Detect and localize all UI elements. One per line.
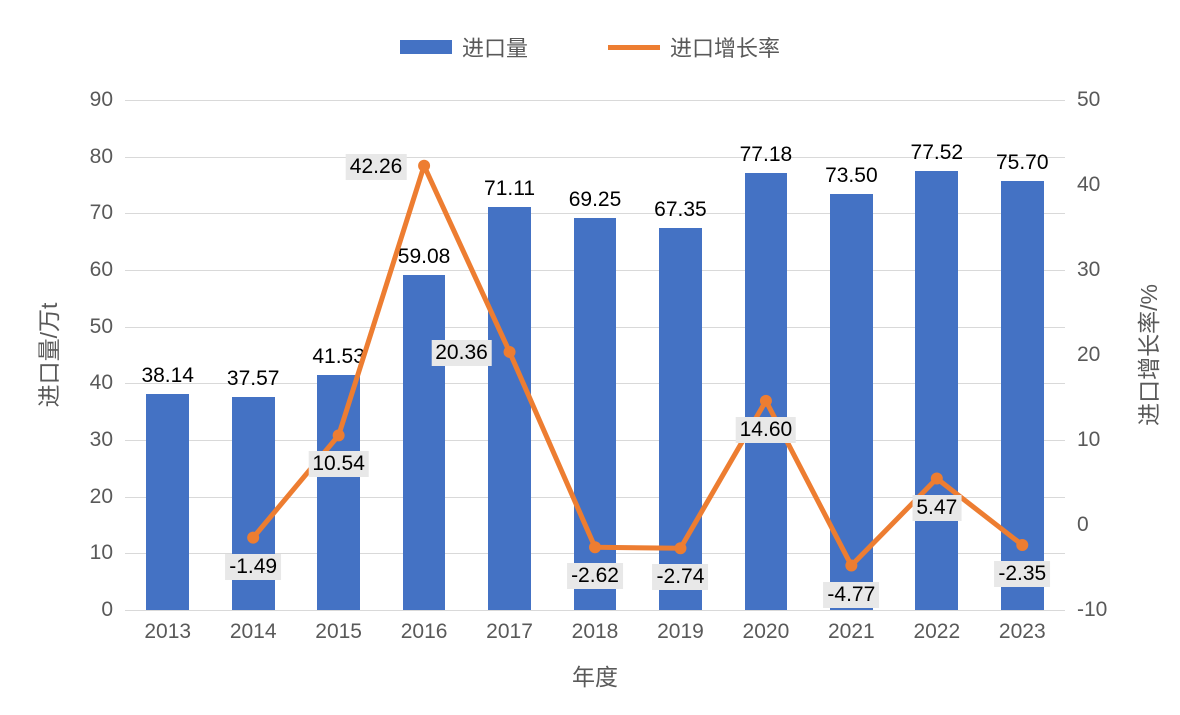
legend-item-line: 进口增长率 bbox=[608, 31, 780, 63]
y-right-tick: 10 bbox=[1065, 428, 1100, 452]
y-right-tick: -10 bbox=[1065, 598, 1107, 622]
line-value-label: -4.77 bbox=[823, 582, 879, 608]
y-axis-left-label: 进口量/万t bbox=[30, 303, 64, 408]
line-marker bbox=[247, 532, 259, 544]
x-tick: 2019 bbox=[657, 620, 704, 644]
line-value-label: -2.62 bbox=[567, 563, 623, 589]
y-left-tick: 40 bbox=[90, 371, 125, 395]
x-tick: 2023 bbox=[999, 620, 1046, 644]
x-axis-label: 年度 bbox=[572, 658, 618, 692]
line-marker bbox=[418, 160, 430, 172]
legend-line-label: 进口增长率 bbox=[670, 31, 780, 63]
y-right-tick: 40 bbox=[1065, 173, 1100, 197]
y-left-tick: 0 bbox=[101, 598, 125, 622]
y-left-tick: 90 bbox=[90, 88, 125, 112]
line-value-label: 5.47 bbox=[912, 495, 961, 521]
y-right-tick: 0 bbox=[1065, 513, 1089, 537]
x-tick: 2015 bbox=[315, 620, 362, 644]
legend-line-swatch bbox=[608, 45, 660, 50]
y-left-tick: 60 bbox=[90, 258, 125, 282]
y-right-tick: 20 bbox=[1065, 343, 1100, 367]
y-left-tick: 30 bbox=[90, 428, 125, 452]
y-right-tick: 50 bbox=[1065, 88, 1100, 112]
x-tick: 2013 bbox=[144, 620, 191, 644]
line-marker bbox=[589, 541, 601, 553]
y-left-tick: 50 bbox=[90, 315, 125, 339]
legend-bar-swatch bbox=[400, 40, 452, 54]
x-tick: 2020 bbox=[743, 620, 790, 644]
x-tick: 2018 bbox=[572, 620, 619, 644]
gridline bbox=[125, 610, 1065, 611]
line-value-label: -2.35 bbox=[994, 561, 1050, 587]
line-value-label: -1.49 bbox=[225, 554, 281, 580]
y-left-tick: 80 bbox=[90, 145, 125, 169]
line-value-label: 14.60 bbox=[736, 417, 797, 443]
y-left-tick: 10 bbox=[90, 541, 125, 565]
chart-container: 进口量 进口增长率 0102030405060708090-1001020304… bbox=[0, 0, 1180, 715]
y-axis-right-label: 进口增长率/% bbox=[1130, 284, 1164, 426]
line-marker bbox=[845, 560, 857, 572]
x-tick: 2022 bbox=[913, 620, 960, 644]
line-marker bbox=[760, 395, 772, 407]
line-marker bbox=[674, 542, 686, 554]
y-right-tick: 30 bbox=[1065, 258, 1100, 282]
line-marker bbox=[931, 473, 943, 485]
x-tick: 2017 bbox=[486, 620, 533, 644]
y-left-tick: 70 bbox=[90, 201, 125, 225]
plot-area: 0102030405060708090-100102030405038.1420… bbox=[125, 100, 1065, 610]
line-value-label: 10.54 bbox=[308, 451, 369, 477]
x-tick: 2021 bbox=[828, 620, 875, 644]
line-marker bbox=[333, 429, 345, 441]
growth-line bbox=[253, 166, 1022, 566]
line-layer bbox=[125, 100, 1065, 610]
legend-item-bars: 进口量 bbox=[400, 31, 528, 63]
legend-bar-label: 进口量 bbox=[462, 31, 528, 63]
x-tick: 2014 bbox=[230, 620, 277, 644]
line-marker bbox=[1016, 539, 1028, 551]
line-marker bbox=[504, 346, 516, 358]
x-tick: 2016 bbox=[401, 620, 448, 644]
y-left-tick: 20 bbox=[90, 485, 125, 509]
line-value-label: 20.36 bbox=[431, 340, 492, 366]
line-value-label: -2.74 bbox=[653, 564, 709, 590]
legend: 进口量 进口增长率 bbox=[0, 32, 1180, 62]
line-value-label: 42.26 bbox=[346, 154, 407, 180]
